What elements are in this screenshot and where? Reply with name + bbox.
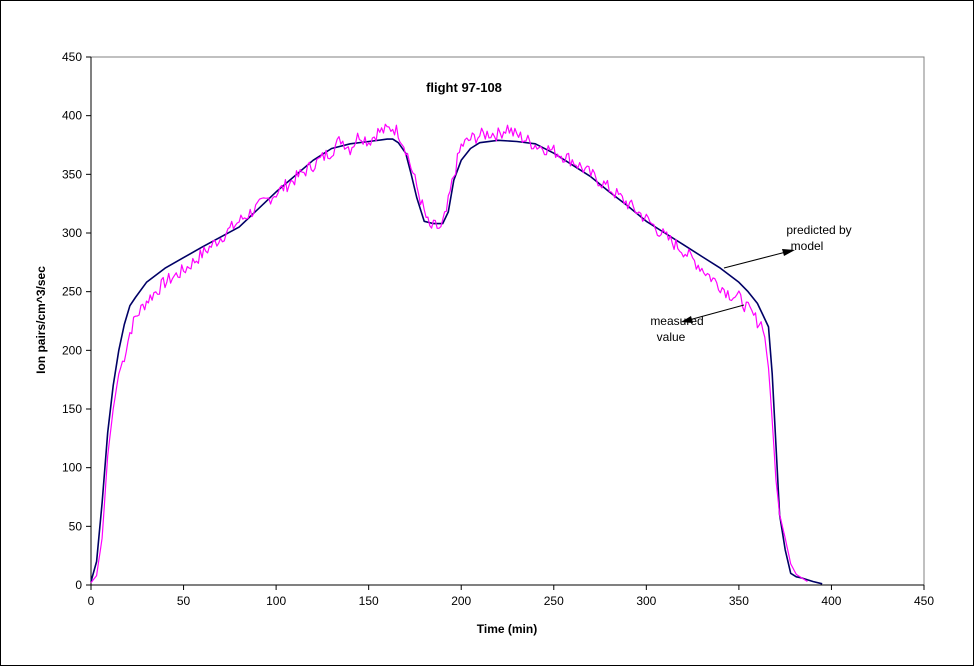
annotation-predicted-arrowhead [782, 249, 795, 256]
annotation-measured-line-2: value [657, 330, 686, 344]
annotation-predicted: predicted by model [723, 223, 852, 269]
y-tick-label: 300 [62, 226, 82, 240]
x-tick-label: 300 [636, 594, 656, 608]
x-axis-title: Time (min) [477, 622, 537, 636]
y-tick-label: 250 [62, 285, 82, 299]
x-tick-label: 0 [88, 594, 95, 608]
chart-title: flight 97-108 [426, 80, 502, 95]
annotation-predicted-line-2: model [791, 239, 824, 253]
y-tick-label: 50 [69, 519, 83, 533]
x-tick-label: 200 [451, 594, 471, 608]
x-tick-label: 100 [266, 594, 286, 608]
y-axis: 0 50 100 150 200 250 300 350 400 450 [62, 50, 92, 592]
plot-area [90, 56, 925, 586]
y-tick-label: 400 [62, 109, 82, 123]
y-tick-label: 100 [62, 461, 82, 475]
y-tick-label: 450 [62, 50, 82, 64]
annotation-measured-arrow [688, 304, 745, 321]
y-tick-label: 200 [62, 343, 82, 357]
annotation-predicted-arrow [723, 251, 787, 269]
series-line-measured [90, 123, 808, 584]
y-tick-label: 150 [62, 402, 82, 416]
x-tick-label: 250 [544, 594, 564, 608]
annotation-predicted-line-1: predicted by [786, 223, 851, 237]
y-axis-title: Ion pairs/cm^3/sec [34, 266, 48, 374]
x-tick-label: 350 [729, 594, 749, 608]
x-tick-label: 150 [359, 594, 379, 608]
series-layer [90, 123, 823, 585]
x-axis: 0 50 100 150 200 250 300 350 400 450 [88, 584, 934, 608]
x-tick-label: 450 [914, 594, 934, 608]
x-tick-label: 400 [821, 594, 841, 608]
y-tick-label: 0 [75, 578, 82, 592]
annotation-measured-line-1: measured [650, 314, 703, 328]
x-tick-label: 50 [177, 594, 191, 608]
series-line-model [90, 138, 823, 585]
annotation-measured: measured value [650, 304, 745, 344]
y-tick-label: 350 [62, 167, 82, 181]
annotation-measured-arrowhead [681, 316, 693, 323]
